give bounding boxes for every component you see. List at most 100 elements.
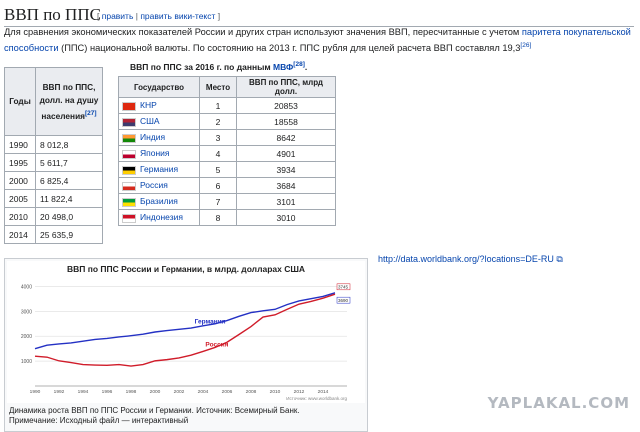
rank-cell: 6 [199, 177, 237, 194]
x-tick-label: 2002 [174, 389, 185, 395]
intro-paragraph: Для сравнения экономических показателей … [4, 27, 631, 54]
years-header: Годы [4, 67, 36, 136]
chart-title: ВВП по ППС России и Германии, в млрд. до… [67, 264, 305, 274]
gdp-row: 2000 6 825,4 [4, 171, 103, 190]
country-cell: КНР [118, 97, 200, 114]
worldbank-external-link[interactable]: http://data.worldbank.org/?locations=DE-… [378, 254, 563, 264]
chart-thumbnail[interactable]: ВВП по ППС России и Германии, в млрд. до… [4, 258, 368, 432]
gdp-value-cell: 11 822,4 [35, 189, 103, 208]
country-row: Россия 6 3684 [118, 177, 336, 194]
country-link[interactable]: Индия [140, 132, 166, 143]
country-row: Бразилия 7 3101 [118, 193, 336, 210]
x-tick-label: 1996 [102, 389, 113, 395]
section-title: ВВП по ППС [4, 5, 101, 24]
x-tick-label: 1998 [126, 389, 137, 395]
gdp-value-cell: 20 498,0 [35, 207, 103, 226]
country-cell: Германия [118, 161, 200, 178]
value-header: ВВП по ППС, млрд долл. [236, 76, 336, 98]
y-tick-label: 2000 [21, 334, 32, 340]
series-line [34, 293, 336, 367]
country-link[interactable]: Бразилия [140, 196, 178, 207]
country-cell: США [118, 113, 200, 130]
gdp-line-chart: ВВП по ППС России и Германии, в млрд. до… [7, 261, 365, 403]
series-label-russia: Россия [205, 342, 228, 349]
x-tick-label: 1990 [30, 389, 41, 395]
ppp-link[interactable]: паритета покупательской способности [4, 27, 631, 54]
rank-cell: 5 [199, 161, 237, 178]
reference-28[interactable]: [28] [293, 61, 305, 68]
gdp-value-cell: 5 611,7 [35, 153, 103, 172]
gdp-header: ВВП по ППС, долл. на душу населения[27] [35, 67, 103, 136]
rank-cell: 7 [199, 193, 237, 210]
end-label-box [336, 283, 351, 291]
chart-source: Источник: www.worldbank.org [286, 396, 347, 401]
external-link-icon: ⧉ [556, 254, 563, 264]
country-cell: Индия [118, 129, 200, 146]
x-tick-label: 2000 [150, 389, 161, 395]
value-cell: 3934 [236, 161, 336, 178]
edit-links: [ править | править вики-текст ] [97, 11, 221, 21]
country-gdp-table: Государство Место ВВП по ППС, млрд долл.… [118, 76, 336, 226]
y-tick-label: 1000 [21, 359, 32, 365]
gdp-value-cell: 6 825,4 [35, 171, 103, 190]
country-cell: Россия [118, 177, 200, 194]
y-tick-label: 4000 [21, 284, 32, 290]
country-link[interactable]: КНР [140, 100, 157, 111]
country-row: Германия 5 3934 [118, 161, 336, 178]
edit-source-link[interactable]: править вики-текст [140, 11, 216, 21]
value-cell: 20853 [236, 97, 336, 114]
x-tick-label: 2014 [318, 389, 329, 395]
country-cell: Бразилия [118, 193, 200, 210]
gdp-row: 1990 8 012,8 [4, 135, 103, 154]
reference-27[interactable]: [27] [85, 109, 97, 117]
gdp-value-cell: 25 635,9 [35, 225, 103, 244]
country-link[interactable]: США [140, 116, 160, 127]
country-row: КНР 1 20853 [118, 97, 336, 114]
edit-link[interactable]: править [101, 11, 134, 21]
country-row: США 2 18558 [118, 113, 336, 130]
series-label-germany: Германия [195, 318, 226, 325]
reference-26[interactable]: [26] [520, 42, 532, 49]
year-cell: 2000 [4, 171, 36, 190]
rank-header: Место [199, 76, 237, 98]
country-row: Япония 4 4901 [118, 145, 336, 162]
gdp-row: 2014 25 635,9 [4, 225, 103, 244]
section-heading: ВВП по ППС [ править | править вики-текс… [4, 4, 634, 27]
rank-cell: 4 [199, 145, 237, 162]
gdp-row: 1995 5 611,7 [4, 153, 103, 172]
gdp-row: 2005 11 822,4 [4, 189, 103, 208]
japan-flag-icon [122, 149, 136, 159]
rank-cell: 8 [199, 209, 237, 226]
value-cell: 3010 [236, 209, 336, 226]
country-row: Индонезия 8 3010 [118, 209, 336, 226]
value-cell: 18558 [236, 113, 336, 130]
x-tick-label: 2006 [222, 389, 233, 395]
country-link[interactable]: Индонезия [140, 212, 183, 223]
country-link[interactable]: Япония [140, 148, 170, 159]
germany-flag-icon [122, 165, 136, 175]
chart-caption: Динамика роста ВВП по ППС России и Герма… [9, 406, 300, 425]
gdp-value-cell: 8 012,8 [35, 135, 103, 154]
country-header: Государство [118, 76, 200, 98]
china-flag-icon [122, 101, 136, 111]
rank-cell: 3 [199, 129, 237, 146]
country-cell: Индонезия [118, 209, 200, 226]
country-link[interactable]: Россия [140, 180, 168, 191]
x-tick-label: 2010 [270, 389, 281, 395]
indonesia-flag-icon [122, 213, 136, 223]
country-cell: Япония [118, 145, 200, 162]
chart-background [7, 261, 365, 403]
brazil-flag-icon [122, 197, 136, 207]
series-line [34, 292, 336, 350]
imf-link[interactable]: МВФ [273, 61, 294, 72]
value-cell: 3101 [236, 193, 336, 210]
end-label-box [336, 296, 351, 304]
country-link[interactable]: Германия [140, 164, 179, 175]
year-cell: 2005 [4, 189, 36, 208]
year-cell: 1990 [4, 135, 36, 154]
x-tick-label: 2004 [198, 389, 209, 395]
country-table-title: ВВП по ППС за 2016 г. по данным МВФ[28]. [130, 61, 308, 72]
year-cell: 1995 [4, 153, 36, 172]
year-cell: 2010 [4, 207, 36, 226]
gdp-row: 2010 20 498,0 [4, 207, 103, 226]
